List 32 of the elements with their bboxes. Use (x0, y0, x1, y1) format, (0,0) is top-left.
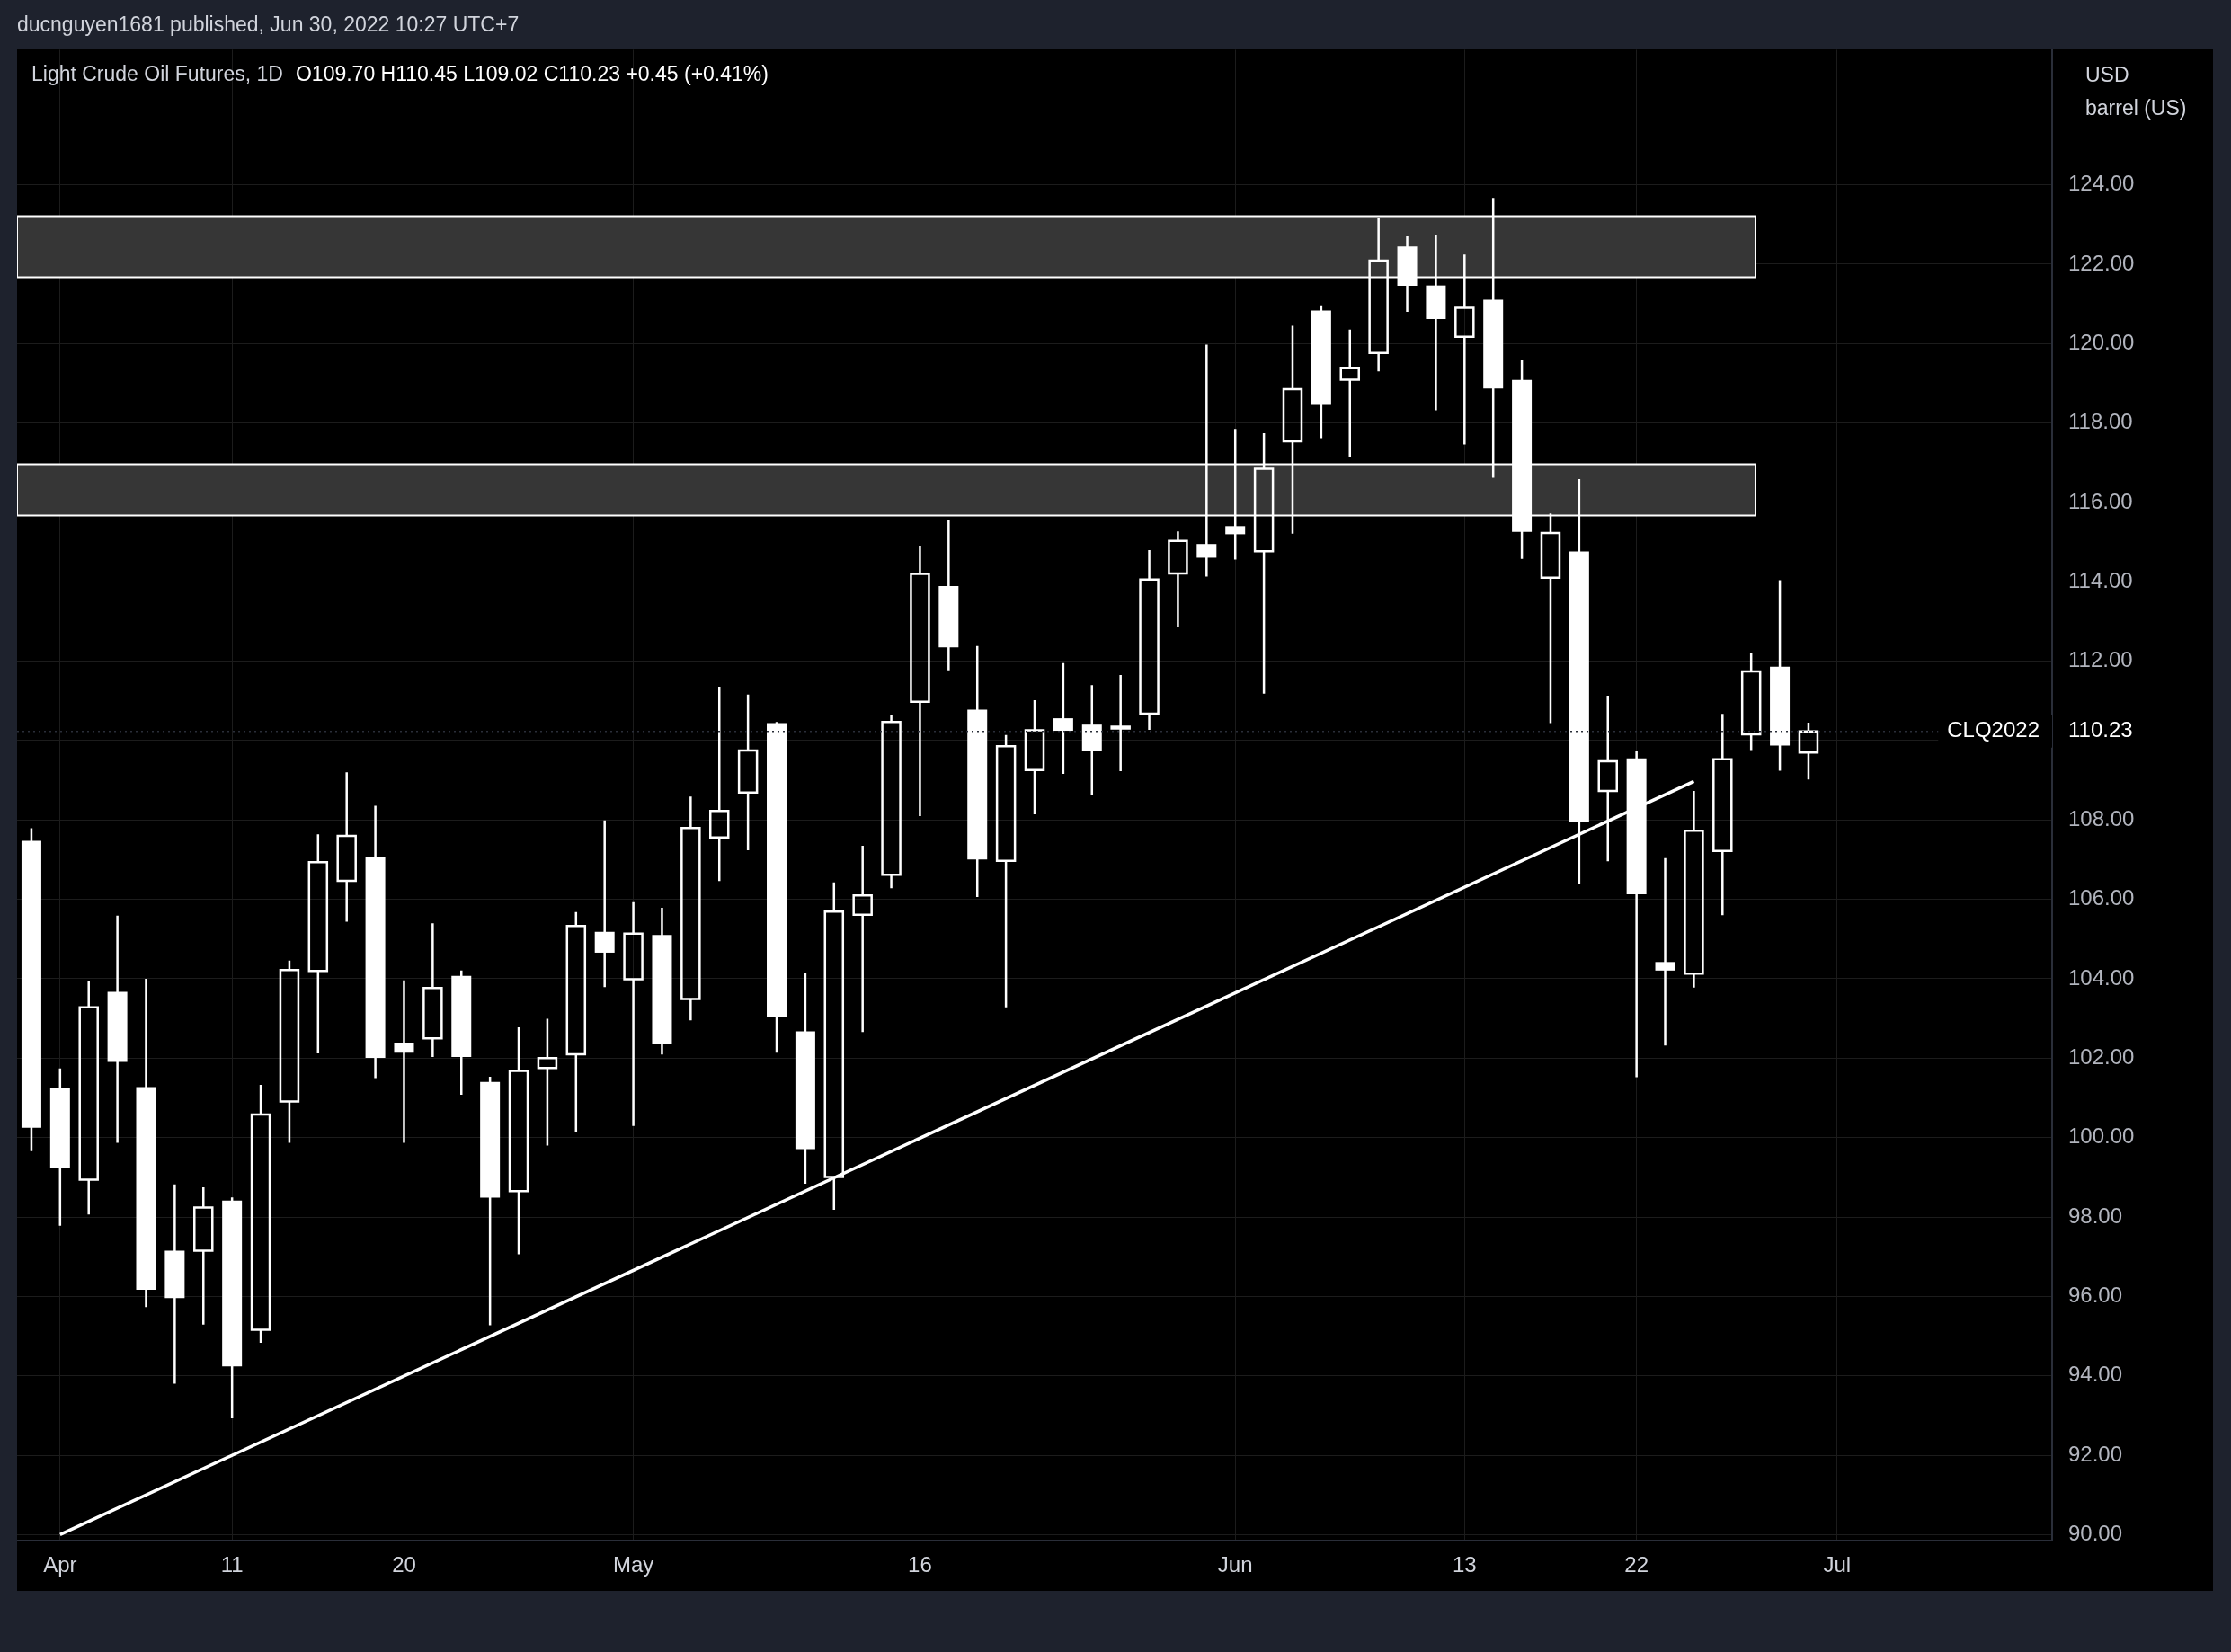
y-tick-label: 120.00 (2068, 329, 2135, 354)
y-tick-label: 116.00 (2068, 488, 2133, 513)
y-tick-label: 114.00 (2068, 567, 2133, 592)
x-tick-label: 13 (1452, 1552, 1477, 1577)
y-tick-label: 92.00 (2068, 1441, 2123, 1466)
x-tick-label: 16 (908, 1552, 932, 1577)
ref-line-label: CLQ2022 (1947, 717, 2040, 742)
y-tick-label: 124.00 (2068, 171, 2135, 196)
y-tick-label: 118.00 (2068, 409, 2133, 434)
x-tick-label: 22 (1624, 1552, 1649, 1577)
y-tick-label: 100.00 (2068, 1124, 2135, 1149)
y-tick-label: 90.00 (2068, 1521, 2123, 1545)
y-tick-label: 104.00 (2068, 964, 2135, 990)
x-tick-label: Jul (1823, 1552, 1852, 1577)
x-tick-label: 11 (220, 1552, 244, 1577)
text: ducnguyen1681 published, Jun 30, 2022 10:27 UTC+7 (17, 13, 520, 37)
text: O109.70 H110.45 L109.02 C110.23 +0.45 (+0.41%) (295, 62, 769, 85)
y-tick-label: 102.00 (2068, 1044, 2135, 1069)
x-tick-label: Jun (1217, 1552, 1253, 1577)
x-tick-label: 20 (392, 1552, 416, 1577)
x-tick-label: Apr (43, 1552, 77, 1577)
text: Light Crude Oil Futures, 1D (31, 62, 283, 85)
y-tick-label: 96.00 (2068, 1282, 2123, 1307)
y-tick-label: 94.00 (2068, 1362, 2123, 1387)
text: 110.23 (2068, 717, 2133, 742)
y-tick-label: 112.00 (2068, 647, 2133, 672)
y-tick-label: 98.00 (2068, 1203, 2123, 1228)
y-tick-label: 108.00 (2068, 805, 2135, 830)
y-tick-label: 106.00 (2068, 885, 2135, 910)
y-axis-title: USD barrel (US) (2084, 62, 2187, 121)
y-tick-label: 122.00 (2068, 250, 2135, 275)
x-tick-label: May (612, 1552, 654, 1577)
